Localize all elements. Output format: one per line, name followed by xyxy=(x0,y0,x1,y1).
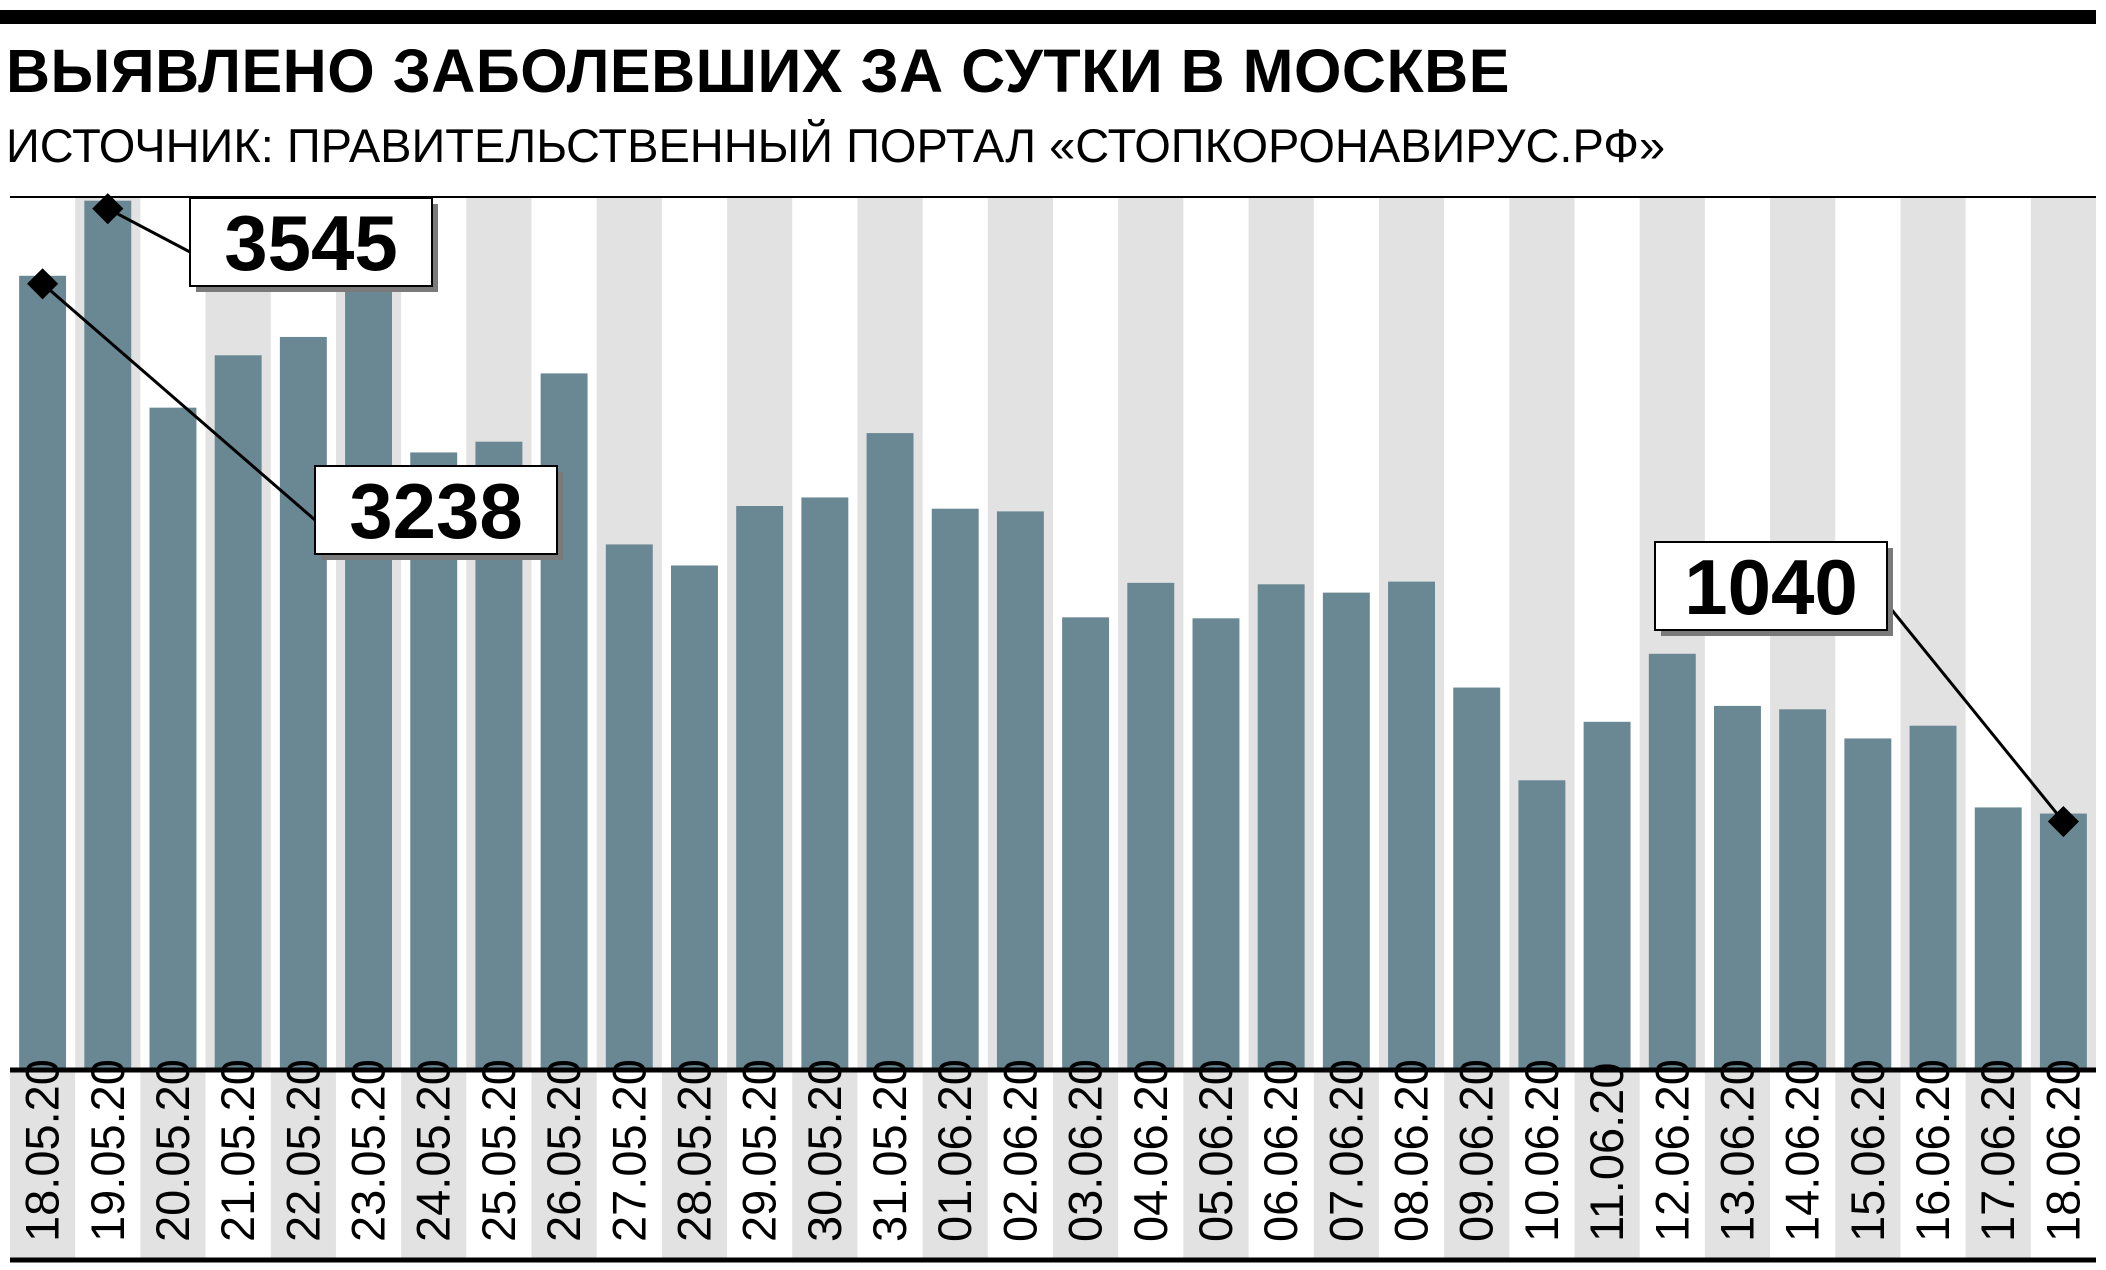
x-tick-label: 27.05.20 xyxy=(602,1059,655,1242)
callout-marker xyxy=(2047,805,2079,838)
bar xyxy=(84,200,132,1069)
bar xyxy=(1518,780,1566,1068)
x-tick-label: 14.06.20 xyxy=(1776,1059,1829,1242)
x-tick-label: 28.05.20 xyxy=(667,1059,720,1242)
x-tick-label: 04.06.20 xyxy=(1124,1059,1177,1242)
chart-title-regular: ВЫЯВЛЕНО ЗАБОЛЕВШИХ ЗА СУТКИ В xyxy=(6,37,1243,105)
bar xyxy=(1779,709,1827,1068)
x-tick-label: 30.05.20 xyxy=(798,1059,851,1242)
bar xyxy=(1127,582,1175,1068)
bar xyxy=(214,355,262,1069)
callout-leader-line xyxy=(107,207,191,254)
x-tick-label: 26.05.20 xyxy=(537,1059,590,1242)
x-tick-label: 11.06.20 xyxy=(1580,1063,1633,1242)
bar xyxy=(1974,807,2022,1068)
x-tick-label: 20.05.20 xyxy=(146,1059,199,1242)
x-tick-label: 19.05.20 xyxy=(81,1059,134,1242)
label-stripe xyxy=(661,1070,728,1258)
x-tick-label: 07.06.20 xyxy=(1319,1059,1372,1242)
callout-leader-line xyxy=(1885,603,2065,823)
chart-subtitle: ИСТОЧНИК: ПРАВИТЕЛЬСТВЕННЫЙ ПОРТАЛ «СТОП… xyxy=(6,119,1666,172)
callout-leader-line xyxy=(41,282,316,522)
x-tick-label: 18.06.20 xyxy=(2036,1059,2089,1242)
callouts: 3238 3545 1040 xyxy=(27,193,2079,838)
chart-title: ВЫЯВЛЕНО ЗАБОЛЕВШИХ ЗА СУТКИ В МОСКВЕ xyxy=(6,36,1510,106)
bar xyxy=(1388,581,1435,1068)
x-tick-label: 01.06.20 xyxy=(928,1059,981,1242)
bar xyxy=(1844,738,1892,1068)
bar xyxy=(2039,813,2087,1068)
bar xyxy=(736,506,784,1068)
label-stripe xyxy=(1835,1070,1901,1258)
x-tick-label: 22.05.20 xyxy=(276,1059,329,1242)
callout-marker xyxy=(92,193,124,225)
x-tick-label: 12.06.20 xyxy=(1645,1059,1698,1242)
callout-box xyxy=(1654,541,1888,631)
bar xyxy=(931,508,979,1068)
callout-marker xyxy=(27,268,59,300)
bar xyxy=(866,433,914,1068)
x-tick-label: 13.06.20 xyxy=(1710,1059,1763,1242)
bar xyxy=(279,336,327,1068)
bar xyxy=(1648,653,1696,1068)
bar xyxy=(1322,592,1370,1068)
top-rule xyxy=(0,10,2096,24)
label-stripe xyxy=(270,1070,336,1258)
chart-title-bold: МОСКВЕ xyxy=(1242,37,1510,105)
callout-box xyxy=(189,197,433,287)
x-tick-label: 15.06.20 xyxy=(1841,1059,1894,1242)
bar xyxy=(605,544,653,1068)
bar xyxy=(1257,584,1305,1068)
bar xyxy=(19,275,67,1068)
label-stripe xyxy=(1183,1070,1249,1258)
bar xyxy=(1453,687,1501,1068)
bar xyxy=(671,565,718,1068)
x-tick-label: 03.06.20 xyxy=(1059,1059,1112,1242)
label-stripe xyxy=(1704,1070,1771,1258)
label-stripe xyxy=(10,1070,76,1258)
callout-value: 3545 xyxy=(224,199,398,287)
x-tick-label: 06.06.20 xyxy=(1254,1059,1307,1242)
bar xyxy=(1192,618,1240,1068)
x-tick-label: 25.05.20 xyxy=(472,1059,525,1242)
label-stripe xyxy=(401,1070,467,1258)
x-tick-labels: 18.05.20 19.05.20 20.05.20 21.05.20 22.05.20… xyxy=(16,1059,2090,1242)
x-tick-label: 08.06.20 xyxy=(1385,1059,1438,1242)
label-stripe xyxy=(1444,1070,1510,1258)
bar xyxy=(1714,705,1761,1068)
label-stripe xyxy=(1965,1070,2031,1258)
x-tick-label: 09.06.20 xyxy=(1450,1059,1503,1242)
x-tick-label: 05.06.20 xyxy=(1189,1059,1242,1242)
x-tick-label: 16.06.20 xyxy=(1906,1059,1959,1242)
bar xyxy=(996,511,1044,1068)
label-stripe xyxy=(531,1070,597,1258)
x-tick-label: 17.06.20 xyxy=(1971,1059,2024,1242)
label-stripe xyxy=(1053,1070,1119,1258)
label-stripes xyxy=(10,1070,2031,1258)
callout-box xyxy=(314,465,558,555)
callout-value: 3238 xyxy=(349,467,523,555)
x-tick-label: 23.05.20 xyxy=(342,1059,395,1242)
x-tick-label: 31.05.20 xyxy=(863,1059,916,1242)
x-tick-label: 21.05.20 xyxy=(211,1059,264,1242)
bar xyxy=(801,497,849,1069)
callout-value: 1040 xyxy=(1684,543,1858,631)
x-tick-label: 24.05.20 xyxy=(407,1059,460,1242)
bar xyxy=(1062,617,1110,1068)
label-stripe xyxy=(922,1070,988,1258)
bar xyxy=(345,260,392,1068)
bar xyxy=(1583,721,1631,1068)
label-stripe xyxy=(792,1070,858,1258)
x-tick-label: 10.06.20 xyxy=(1515,1059,1568,1242)
bar xyxy=(149,407,197,1068)
x-tick-label: 02.06.20 xyxy=(993,1059,1046,1242)
label-stripe xyxy=(140,1070,206,1258)
label-stripe xyxy=(1313,1070,1379,1258)
label-stripe xyxy=(1574,1070,1640,1258)
bar xyxy=(1909,725,1957,1068)
x-tick-label: 29.05.20 xyxy=(733,1059,786,1242)
x-tick-label: 18.05.20 xyxy=(16,1059,69,1242)
bars xyxy=(19,200,2087,1069)
